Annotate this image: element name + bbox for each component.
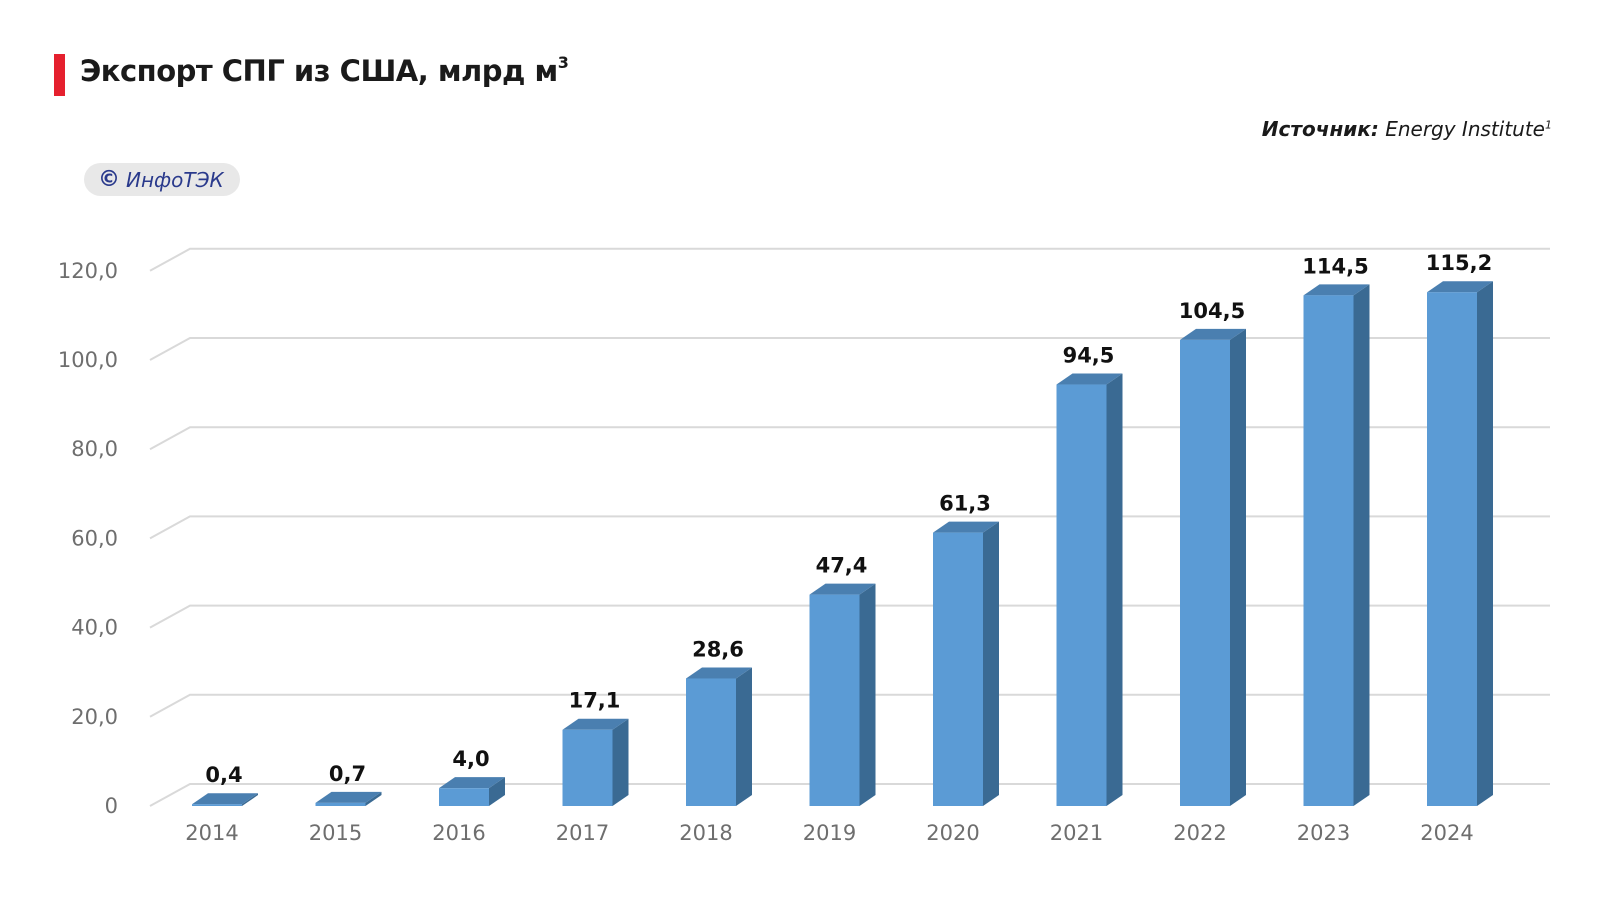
data-label: 114,5: [1302, 254, 1368, 278]
copyright-icon: ©: [98, 167, 120, 192]
gridline: [149, 247, 1550, 272]
bar-top: [809, 583, 876, 595]
bar-top: [933, 521, 999, 533]
bar-side: [1106, 373, 1123, 806]
y-tick-label: 40,0: [71, 616, 118, 640]
data-label: 17,1: [569, 689, 621, 713]
bar-side: [736, 667, 752, 806]
data-label: 61,3: [939, 492, 991, 516]
bar: [315, 802, 366, 806]
bar: [562, 729, 613, 806]
y-tick-label: 80,0: [71, 437, 118, 461]
bar: [933, 532, 983, 806]
bar-side: [983, 521, 999, 806]
bar-top: [439, 777, 505, 789]
bar-top: [1180, 328, 1246, 340]
copyright-badge: © ИнфоТЭК: [84, 163, 240, 196]
bar-top: [1303, 284, 1370, 296]
data-label: 115,2: [1426, 251, 1492, 275]
chart-title-superscript: 3: [557, 53, 569, 73]
bar-top: [562, 718, 629, 730]
data-label: 28,6: [692, 637, 744, 661]
bar-side: [1477, 281, 1493, 806]
bar: [809, 594, 860, 806]
bar-side: [242, 793, 258, 806]
bar-top: [1427, 281, 1493, 293]
x-tick-label: 2017: [556, 821, 609, 845]
data-label: 0,7: [329, 762, 366, 786]
y-tick-label: 0: [105, 794, 118, 818]
bar-side: [612, 718, 629, 806]
bar: [1303, 295, 1354, 806]
chart-title: Экспорт СПГ из США, млрд м3: [80, 53, 569, 88]
source-note: Источник: Energy Institute1: [1262, 117, 1552, 141]
x-tick-label: 2023: [1297, 821, 1350, 845]
bar-side: [1230, 328, 1246, 806]
chart-title-text: Экспорт СПГ из США, млрд м: [80, 54, 558, 88]
bar-side: [365, 791, 382, 806]
title-accent-bar: [54, 54, 65, 96]
data-label: 0,4: [205, 763, 242, 787]
x-tick-label: 2019: [803, 821, 856, 845]
y-tick-label: 100,0: [58, 348, 118, 372]
data-label: 94,5: [1063, 344, 1115, 368]
y-tick-label: 120,0: [58, 259, 118, 283]
bar-top: [315, 791, 382, 803]
x-tick-label: 2016: [432, 821, 485, 845]
bar: [686, 678, 736, 806]
bar-side: [1353, 284, 1370, 807]
bar-side: [489, 777, 505, 806]
source-label: Источник:: [1261, 117, 1379, 141]
x-tick-label: 2022: [1173, 821, 1226, 845]
bar: [192, 804, 242, 806]
y-tick-label: 60,0: [71, 526, 118, 550]
x-tick-label: 2015: [309, 821, 362, 845]
x-tick-label: 2020: [926, 821, 979, 845]
copyright-badge-text: ИнфоТЭК: [126, 167, 224, 192]
bar-side: [859, 583, 876, 806]
x-tick-label: 2021: [1050, 821, 1103, 845]
source-footnote-marker: 1: [1545, 118, 1552, 132]
bar-top: [686, 667, 752, 679]
gridline: [149, 337, 1550, 361]
bar: [1056, 384, 1107, 806]
source-value: Energy Institute: [1378, 117, 1545, 141]
x-tick-label: 2014: [185, 821, 238, 845]
bar-top: [192, 793, 258, 805]
x-tick-label: 2018: [679, 821, 732, 845]
y-tick-label: 20,0: [71, 705, 118, 729]
data-label: 47,4: [816, 554, 868, 578]
bar: [1180, 339, 1230, 806]
data-label: 4,0: [452, 747, 489, 771]
bar-top: [1056, 373, 1123, 385]
bar: [1427, 292, 1477, 806]
x-tick-label: 2024: [1420, 821, 1473, 845]
bar: [439, 788, 489, 806]
data-label: 104,5: [1179, 299, 1245, 323]
